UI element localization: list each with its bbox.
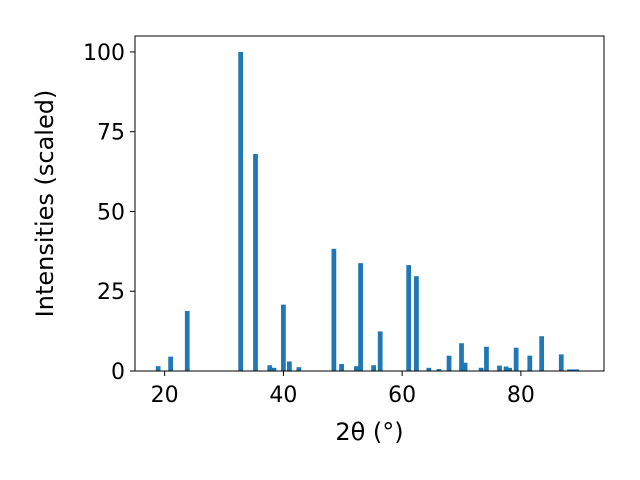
bar (484, 346, 489, 371)
bar (184, 311, 190, 371)
bar (527, 355, 533, 371)
y-tick-label: 0 (111, 360, 125, 385)
bar (513, 347, 519, 371)
bar (286, 361, 292, 371)
bar (406, 265, 412, 371)
bar (446, 355, 452, 371)
bar (271, 367, 277, 371)
bar (238, 51, 244, 371)
bar (281, 304, 286, 371)
y-tick-label: 75 (97, 121, 125, 146)
y-axis-label: Intensities (scaled) (31, 90, 59, 318)
bar (377, 331, 383, 371)
bar (168, 356, 173, 371)
bar (507, 367, 512, 371)
y-tick-label: 50 (97, 200, 125, 225)
bar (570, 369, 576, 371)
plot-frame (134, 35, 605, 372)
y-tick-label: 25 (97, 280, 125, 305)
bar (267, 365, 273, 371)
bar (414, 276, 419, 371)
bars (155, 51, 580, 371)
bar (296, 367, 302, 371)
bar (339, 363, 344, 371)
y-tick-label: 100 (83, 41, 125, 66)
bar (574, 369, 580, 371)
x-axis: 20 40 60 80 (151, 371, 535, 408)
bar (426, 367, 432, 371)
bar (459, 343, 464, 371)
bar (436, 369, 442, 371)
x-tick-label: 60 (388, 383, 416, 408)
bar (358, 263, 363, 371)
bar (354, 366, 359, 371)
y-axis: 0 25 50 75 100 (83, 41, 135, 385)
bar (155, 366, 161, 371)
x-axis-label: 2θ (°) (335, 418, 403, 446)
bar (253, 154, 258, 371)
bar (371, 365, 377, 371)
bar (558, 354, 564, 371)
bar (539, 336, 545, 371)
x-tick-label: 80 (507, 383, 535, 408)
bar (331, 248, 337, 371)
bar (503, 366, 509, 371)
bar (462, 362, 468, 371)
x-tick-label: 40 (269, 383, 297, 408)
bar (567, 369, 572, 371)
x-tick-label: 20 (151, 383, 179, 408)
bar (497, 365, 502, 371)
bar (478, 367, 484, 371)
